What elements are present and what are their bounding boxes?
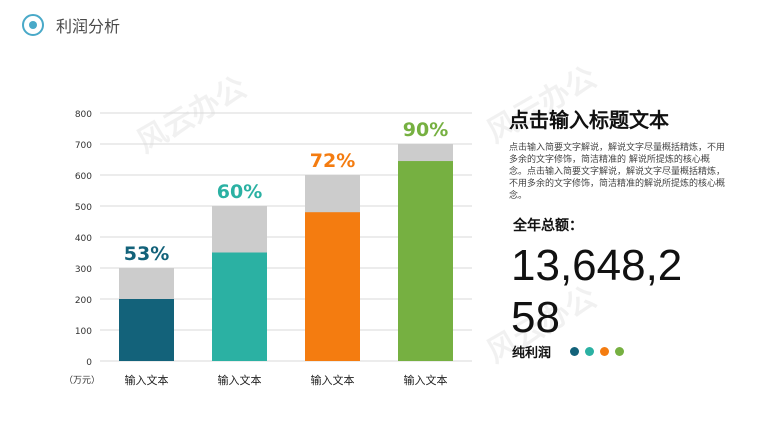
x-tick-label: 输入文本 [218, 373, 262, 387]
legend-dot [585, 347, 594, 356]
bar [398, 161, 453, 361]
y-tick-label: 400 [75, 234, 92, 244]
data-label: 90% [403, 119, 448, 141]
y-tick-label: 300 [75, 265, 92, 275]
y-tick-label: 0 [86, 358, 92, 368]
net-profit-label: 纯利润 [512, 346, 552, 361]
total-value: 13,648,258 [511, 241, 683, 342]
bar [305, 212, 360, 361]
x-tick-label: 输入文本 [125, 373, 169, 387]
y-tick-label: 200 [75, 296, 92, 306]
page-title: 利润分析 [56, 17, 121, 36]
legend-dot [570, 347, 579, 356]
side-description: 点击输入简要文字解说，解说文字尽量概括精炼，不用多余的文字修饰，简洁精准的 解说… [509, 143, 726, 201]
legend-dot [600, 347, 609, 356]
x-tick-label: 输入文本 [311, 373, 355, 387]
unit-label: （万元） [64, 375, 100, 386]
logo-icon [22, 14, 44, 36]
total-label: 全年总额： [513, 218, 583, 234]
y-tick-label: 500 [75, 203, 92, 213]
side-title: 点击输入标题文本 [509, 108, 669, 132]
data-label: 60% [217, 181, 262, 203]
x-tick-label: 输入文本 [404, 373, 448, 387]
bar [212, 252, 267, 361]
legend-dot [615, 347, 624, 356]
header: 利润分析 [0, 0, 768, 50]
data-label: 72% [310, 150, 355, 172]
bar-chart: 0 100 200 300 400 500 600 700 800 （万元） 53% 输入文本 60% 输… [64, 110, 472, 387]
y-tick-label: 700 [75, 141, 92, 151]
data-label: 53% [124, 243, 169, 265]
y-tick-label: 600 [75, 172, 92, 182]
legend-dots [570, 347, 624, 356]
y-tick-label: 100 [75, 327, 92, 337]
y-tick-label: 800 [75, 110, 92, 120]
watermark: 风云办公 [481, 59, 603, 151]
bar [119, 299, 174, 361]
